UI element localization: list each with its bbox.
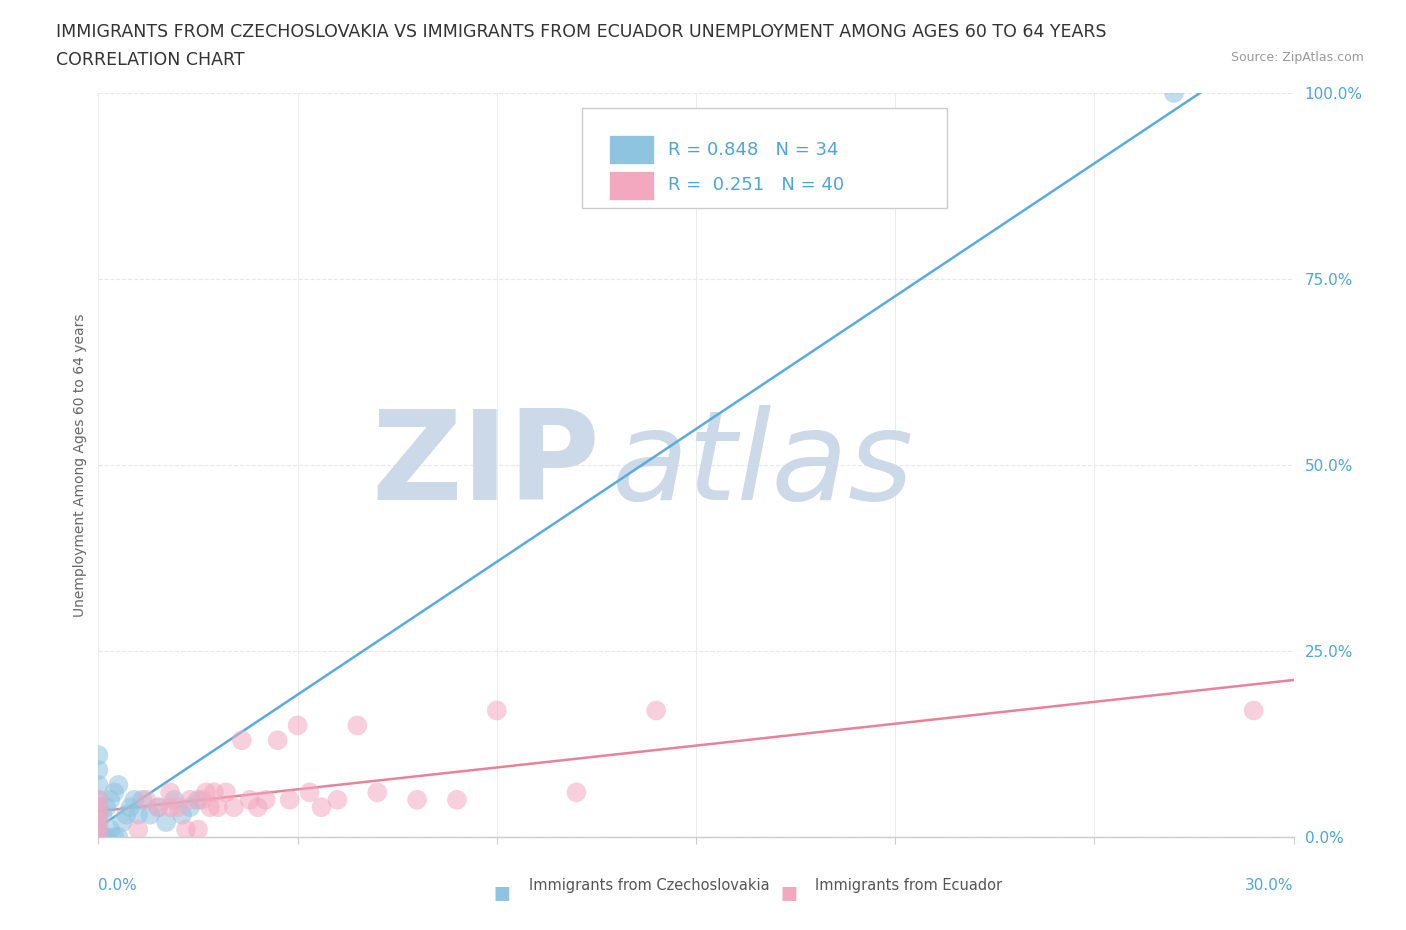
Point <box>163 792 186 807</box>
Text: IMMIGRANTS FROM CZECHOSLOVAKIA VS IMMIGRANTS FROM ECUADOR UNEMPLOYMENT AMONG AGE: IMMIGRANTS FROM CZECHOSLOVAKIA VS IMMIGR… <box>56 23 1107 41</box>
Point <box>215 785 238 800</box>
Point <box>87 777 110 792</box>
Point <box>103 785 125 800</box>
Point <box>87 815 110 830</box>
Point <box>107 777 129 792</box>
Point <box>87 763 110 777</box>
Point <box>287 718 309 733</box>
FancyBboxPatch shape <box>609 136 654 164</box>
Text: R =  0.251   N = 40: R = 0.251 N = 40 <box>668 177 845 194</box>
Point <box>135 792 157 807</box>
Point <box>187 822 209 837</box>
Point <box>155 815 177 830</box>
Point <box>179 792 201 807</box>
Point <box>1163 86 1185 100</box>
Text: Immigrants from Czechoslovakia: Immigrants from Czechoslovakia <box>529 878 769 893</box>
Point <box>87 822 110 837</box>
Point <box>87 792 110 807</box>
Point <box>96 830 118 844</box>
Point <box>87 792 110 807</box>
Point <box>485 703 508 718</box>
Text: atlas: atlas <box>613 405 914 525</box>
Point <box>645 703 668 718</box>
Point <box>278 792 301 807</box>
Y-axis label: Unemployment Among Ages 60 to 64 years: Unemployment Among Ages 60 to 64 years <box>73 313 87 617</box>
Point <box>139 807 162 822</box>
Point <box>187 792 209 807</box>
Point <box>87 815 110 830</box>
Point <box>346 718 368 733</box>
Text: 30.0%: 30.0% <box>1246 878 1294 893</box>
Point <box>87 800 110 815</box>
Point <box>87 830 110 844</box>
Point <box>87 807 110 822</box>
FancyBboxPatch shape <box>609 171 654 200</box>
Point <box>96 800 118 815</box>
Point <box>124 792 146 807</box>
Point <box>87 800 110 815</box>
Point <box>148 800 170 815</box>
Point <box>311 800 333 815</box>
Point <box>91 807 114 822</box>
Point <box>159 785 181 800</box>
Point <box>87 807 110 822</box>
Point <box>172 807 194 822</box>
Point <box>239 792 262 807</box>
Point <box>87 826 110 841</box>
Point <box>87 748 110 763</box>
Point <box>366 785 388 800</box>
Point <box>159 800 181 815</box>
Text: ZIP: ZIP <box>371 405 600 525</box>
Point <box>565 785 588 800</box>
Point <box>120 800 142 815</box>
Point <box>115 807 138 822</box>
Point <box>254 792 277 807</box>
Point <box>131 792 153 807</box>
Point <box>202 785 225 800</box>
Point <box>298 785 321 800</box>
Point <box>167 800 190 815</box>
Point <box>87 830 110 844</box>
Point <box>107 830 129 844</box>
Point <box>446 792 468 807</box>
Point <box>174 822 197 837</box>
Text: Immigrants from Ecuador: Immigrants from Ecuador <box>815 878 1002 893</box>
Text: 0.0%: 0.0% <box>98 878 138 893</box>
Point <box>111 815 134 830</box>
Text: ▪: ▪ <box>494 878 512 906</box>
Point <box>207 800 229 815</box>
Point <box>326 792 349 807</box>
Point <box>87 822 110 837</box>
Point <box>198 800 221 815</box>
Point <box>1243 703 1265 718</box>
Point <box>127 822 149 837</box>
Point <box>148 800 170 815</box>
Text: R = 0.848   N = 34: R = 0.848 N = 34 <box>668 140 839 158</box>
Point <box>103 830 125 844</box>
Point <box>406 792 429 807</box>
Point <box>91 830 114 844</box>
Point <box>98 822 122 837</box>
Point <box>246 800 269 815</box>
Point <box>191 792 214 807</box>
Point <box>127 807 149 822</box>
Point <box>98 792 122 807</box>
Point <box>195 785 218 800</box>
FancyBboxPatch shape <box>582 108 948 208</box>
Point <box>179 800 201 815</box>
Point <box>267 733 290 748</box>
Text: ▪: ▪ <box>779 878 799 906</box>
Point <box>231 733 253 748</box>
Text: Source: ZipAtlas.com: Source: ZipAtlas.com <box>1230 51 1364 64</box>
Point <box>222 800 245 815</box>
Text: CORRELATION CHART: CORRELATION CHART <box>56 51 245 69</box>
